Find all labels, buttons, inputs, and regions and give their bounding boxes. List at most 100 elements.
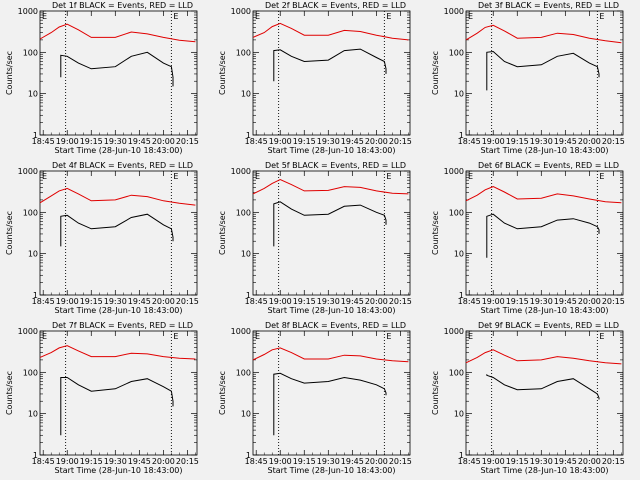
- x-tick-label: 20:15: [176, 137, 199, 146]
- x-tick-label: 19:45: [128, 137, 151, 146]
- series-line-red: [39, 187, 196, 206]
- chart-panel-4: Det 4f BLACK = Events, RED = LLD 1 10 100 10…: [5, 161, 199, 315]
- y-tick-label: 1: [246, 451, 251, 460]
- series-line-black: [60, 213, 174, 247]
- plot-frame: [252, 170, 411, 296]
- series-line-red: [465, 186, 622, 204]
- chart-title: Det 4f BLACK = Events, RED = LLD: [52, 161, 193, 170]
- x-tick-label: 18:45: [245, 137, 268, 146]
- chart-panel-9: Det 9f BLACK = Events, RED = LLD 1 10 100 10…: [431, 321, 625, 475]
- x-axis-title: Start Time (28-Jun-10 18:43:00): [268, 306, 396, 315]
- y-tick-label: 10: [241, 90, 251, 99]
- x-tick-label: 20:15: [602, 137, 625, 146]
- y-tick-label: 100: [449, 368, 464, 377]
- x-tick-label: 19:00: [56, 137, 79, 146]
- x-tick-label: 20:00: [152, 297, 175, 306]
- chart-title: Det 6f BLACK = Events, RED = LLD: [478, 161, 619, 170]
- series-line-red: [465, 349, 622, 365]
- y-tick-label: 1: [459, 291, 464, 300]
- x-tick-label: 20:15: [602, 297, 625, 306]
- x-tick-label: 19:45: [554, 297, 577, 306]
- series-line-black: [60, 377, 174, 436]
- x-tick-label: 20:00: [578, 457, 601, 466]
- chart-title: Det 7f BLACK = Events, RED = LLD: [52, 321, 193, 330]
- y-tick-label: 1000: [231, 327, 251, 336]
- y-tick-label: 1: [33, 131, 38, 140]
- plot-frame: [252, 10, 411, 136]
- x-tick-label: 20:00: [578, 137, 601, 146]
- x-axis-title: Start Time (28-Jun-10 18:43:00): [481, 306, 609, 315]
- y-tick-label: 1: [459, 451, 464, 460]
- y-axis-title: Counts/sec: [218, 211, 227, 255]
- x-tick-label: 19:00: [56, 457, 79, 466]
- x-axis-title: Start Time (28-Jun-10 18:43:00): [55, 146, 183, 155]
- plot-frame: [39, 170, 198, 296]
- y-tick-label: 100: [236, 368, 251, 377]
- y-tick-label: 1000: [18, 7, 38, 16]
- x-tick-label: 19:45: [554, 457, 577, 466]
- event-marker-label: E: [173, 172, 178, 181]
- series-line-black: [486, 374, 600, 400]
- y-tick-label: 100: [449, 48, 464, 57]
- series-line-black: [486, 213, 600, 258]
- x-tick-label: 19:30: [530, 137, 553, 146]
- series-line-red: [252, 347, 409, 363]
- x-tick-label: 19:45: [341, 457, 364, 466]
- series-line-black: [273, 201, 387, 247]
- x-tick-label: 20:15: [389, 297, 412, 306]
- x-tick-label: 19:00: [269, 137, 292, 146]
- event-marker-label: E: [255, 12, 260, 21]
- x-tick-label: 19:15: [506, 457, 529, 466]
- x-tick-label: 19:30: [530, 457, 553, 466]
- plot-frame: [39, 10, 198, 136]
- x-tick-label: 18:45: [32, 457, 55, 466]
- x-tick-label: 19:15: [293, 137, 316, 146]
- y-tick-label: 10: [28, 90, 38, 99]
- x-tick-label: 19:15: [80, 137, 103, 146]
- chart-panel-2: Det 2f BLACK = Events, RED = LLD 1 10 100 10…: [218, 1, 412, 155]
- event-marker-label: E: [255, 332, 260, 341]
- y-axis-title: Counts/sec: [431, 371, 440, 415]
- y-tick-label: 1000: [231, 167, 251, 176]
- event-marker-label: E: [386, 332, 391, 341]
- y-tick-label: 100: [23, 208, 38, 217]
- x-tick-label: 19:00: [269, 457, 292, 466]
- y-axis-title: Counts/sec: [218, 371, 227, 415]
- y-tick-label: 1000: [231, 7, 251, 16]
- x-tick-label: 18:45: [245, 297, 268, 306]
- y-tick-label: 10: [241, 250, 251, 259]
- x-tick-label: 19:00: [269, 297, 292, 306]
- series-line-red: [39, 23, 196, 43]
- event-marker-label: E: [468, 332, 473, 341]
- event-marker-label: E: [42, 172, 47, 181]
- plot-frame: [465, 170, 624, 296]
- y-tick-label: 100: [23, 48, 38, 57]
- event-marker-label: E: [173, 12, 178, 21]
- plot-frame: [465, 330, 624, 456]
- x-tick-label: 19:15: [506, 137, 529, 146]
- event-marker-label: E: [599, 172, 604, 181]
- x-tick-label: 19:30: [317, 297, 340, 306]
- y-tick-label: 10: [28, 250, 38, 259]
- event-marker-label: E: [42, 332, 47, 341]
- x-tick-label: 20:15: [602, 457, 625, 466]
- x-tick-label: 19:00: [482, 137, 505, 146]
- x-tick-label: 20:00: [365, 297, 388, 306]
- chart-title: Det 3f BLACK = Events, RED = LLD: [478, 1, 619, 10]
- y-tick-label: 1: [459, 131, 464, 140]
- event-marker-label: E: [468, 12, 473, 21]
- event-marker-label: E: [599, 332, 604, 341]
- series-line-black: [273, 372, 387, 436]
- chart-title: Det 1f BLACK = Events, RED = LLD: [52, 1, 193, 10]
- x-axis-title: Start Time (28-Jun-10 18:43:00): [268, 466, 396, 475]
- x-tick-label: 20:15: [389, 137, 412, 146]
- y-tick-label: 1000: [444, 7, 464, 16]
- x-tick-label: 20:00: [152, 457, 175, 466]
- x-tick-label: 19:30: [104, 137, 127, 146]
- y-tick-label: 1000: [444, 167, 464, 176]
- x-tick-label: 18:45: [458, 137, 481, 146]
- series-line-black: [60, 51, 174, 87]
- y-axis-title: Counts/sec: [5, 211, 14, 255]
- y-axis-title: Counts/sec: [431, 51, 440, 95]
- x-tick-label: 20:00: [365, 457, 388, 466]
